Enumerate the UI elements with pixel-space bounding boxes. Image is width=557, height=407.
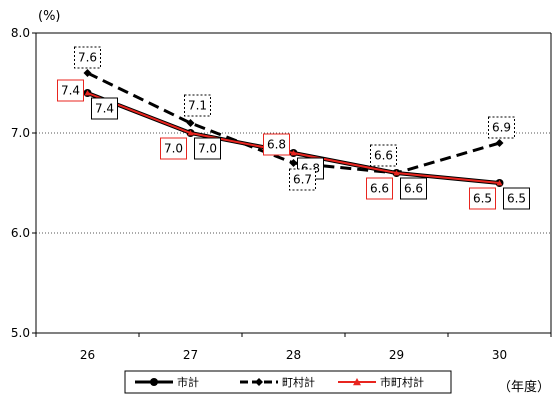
data-label-text: 6.8 bbox=[267, 138, 286, 152]
y-tick-label: 8.0 bbox=[11, 26, 30, 40]
data-label-text: 6.6 bbox=[370, 182, 389, 196]
y-tick-label: 7.0 bbox=[11, 126, 30, 140]
legend-box bbox=[124, 370, 452, 394]
data-point bbox=[289, 159, 298, 167]
data-label-box bbox=[469, 187, 496, 210]
data-label: 6.5 bbox=[503, 187, 530, 210]
data-label: 6.6 bbox=[400, 177, 427, 200]
legend-label: 市町村計 bbox=[380, 375, 424, 389]
x-tick-label: 27 bbox=[183, 348, 198, 362]
data-label: 6.6 bbox=[366, 177, 393, 200]
data-label: 7.0 bbox=[194, 137, 221, 160]
data-label-box bbox=[91, 97, 118, 120]
legend-item: 市町村計 bbox=[338, 375, 424, 389]
data-point bbox=[187, 130, 194, 136]
data-label-text: 6.5 bbox=[473, 192, 492, 206]
gridlines bbox=[36, 132, 551, 234]
data-label-text: 6.9 bbox=[492, 121, 511, 135]
series-lines bbox=[83, 69, 504, 187]
legend-item: 町村計 bbox=[240, 375, 315, 389]
data-point bbox=[150, 378, 158, 386]
legend-label: 市計 bbox=[177, 375, 199, 389]
data-label-text: 7.1 bbox=[188, 99, 207, 113]
data-label: 7.4 bbox=[57, 79, 84, 102]
data-label-box bbox=[74, 46, 101, 69]
data-label: 7.0 bbox=[160, 137, 187, 160]
data-label-box bbox=[366, 177, 393, 200]
data-label: 6.5 bbox=[469, 187, 496, 210]
data-point bbox=[290, 150, 297, 156]
data-label-box bbox=[194, 137, 221, 160]
data-point bbox=[353, 378, 361, 386]
data-point bbox=[186, 119, 195, 127]
data-point bbox=[496, 180, 503, 186]
data-label-text: 6.6 bbox=[404, 182, 423, 196]
data-point bbox=[83, 69, 92, 77]
data-label-text: 7.4 bbox=[95, 102, 114, 116]
data-labels: 7.47.06.86.66.57.47.06.86.66.57.67.16.76… bbox=[57, 46, 530, 210]
x-tick-label: 29 bbox=[389, 348, 404, 362]
legend: 市計 町村計 市町村計 bbox=[124, 370, 452, 394]
data-label: 6.8 bbox=[263, 133, 290, 156]
data-label-text: 7.0 bbox=[198, 142, 217, 156]
data-label-text: 6.5 bbox=[507, 192, 526, 206]
x-axis-unit-label: （年度） bbox=[498, 379, 550, 395]
data-label: 7.4 bbox=[91, 97, 118, 120]
data-label-text: 7.4 bbox=[61, 84, 80, 98]
data-label-box bbox=[503, 187, 530, 210]
data-label-box bbox=[263, 133, 290, 156]
data-label-text: 6.7 bbox=[293, 173, 312, 187]
y-tick-label: 5.0 bbox=[11, 326, 30, 340]
x-tick-label: 26 bbox=[80, 348, 95, 362]
data-label-text: 6.6 bbox=[374, 149, 393, 163]
x-tick-label: 28 bbox=[286, 348, 301, 362]
data-point bbox=[495, 139, 504, 147]
data-label-box bbox=[488, 116, 515, 139]
data-label-box bbox=[57, 79, 84, 102]
data-label: 7.1 bbox=[184, 94, 211, 117]
y-tick-label: 6.0 bbox=[11, 226, 30, 240]
data-label-box bbox=[370, 144, 397, 167]
data-label: 6.9 bbox=[488, 116, 515, 139]
data-point bbox=[393, 170, 400, 176]
data-label-text: 7.6 bbox=[78, 51, 97, 65]
data-label-box bbox=[400, 177, 427, 200]
data-label: 6.6 bbox=[370, 144, 397, 167]
data-label-text: 7.0 bbox=[164, 142, 183, 156]
data-point bbox=[255, 378, 263, 386]
x-tick-label: 30 bbox=[492, 348, 507, 362]
legend-item: 市計 bbox=[135, 375, 199, 389]
data-label-box bbox=[160, 137, 187, 160]
data-label-box bbox=[184, 94, 211, 117]
y-axis-unit-label: (%) bbox=[38, 9, 61, 24]
data-point bbox=[84, 90, 91, 96]
legend-label: 町村計 bbox=[282, 375, 315, 389]
series-line bbox=[86, 71, 500, 175]
data-label: 7.6 bbox=[74, 46, 101, 69]
data-label-box bbox=[289, 168, 316, 191]
axes: 8.0 7.0 6.0 5.0 26 27 28 29 30 bbox=[11, 26, 552, 362]
data-label: 6.7 bbox=[289, 168, 316, 191]
